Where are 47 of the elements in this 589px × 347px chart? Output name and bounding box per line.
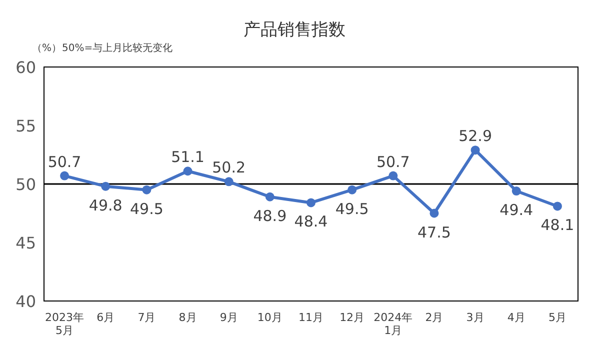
- y-axis-title: （%）: [32, 43, 62, 54]
- point: [224, 177, 234, 186]
- y-tick-label: 45: [16, 234, 36, 252]
- point: [348, 185, 357, 194]
- point: [101, 182, 110, 191]
- point: [60, 171, 70, 180]
- x-tick-label: 11月: [298, 311, 324, 324]
- x-tick-label: 7月: [138, 311, 156, 324]
- x-tick-label: 9月: [220, 311, 238, 324]
- chart-title: 产品销售指数: [244, 20, 346, 40]
- x-tick-label: 8月: [178, 311, 197, 324]
- point: [142, 185, 152, 194]
- x-tick-label: 2024年 1月: [374, 311, 413, 338]
- x-tick-label: 2023年 5月: [45, 311, 84, 338]
- y-tick-label: 40: [16, 292, 36, 311]
- data-label: 49.8: [88, 196, 122, 214]
- text: 50%=与上月比较无变化: [62, 42, 173, 54]
- data-label: 50.2: [212, 158, 246, 177]
- y-tick-label: 60: [16, 58, 36, 77]
- point: [470, 146, 480, 155]
- data-label: 48.4: [294, 212, 328, 231]
- point: [183, 166, 192, 176]
- data-label: 49.5: [130, 200, 164, 218]
- y-tick-label: 50: [16, 175, 36, 194]
- data-label: 48.9: [253, 206, 287, 225]
- data-label: 51.1: [171, 148, 204, 166]
- x-tick-label: 6月: [96, 311, 115, 324]
- y-tick-label: 55: [16, 116, 36, 136]
- x-tick-label: 3月: [466, 311, 484, 324]
- data-label: 49.5: [335, 200, 369, 218]
- point: [512, 186, 521, 196]
- data-label: 48.1: [540, 216, 574, 234]
- point: [552, 202, 562, 211]
- data-label: 52.9: [458, 127, 492, 146]
- x-tick-label: 12月: [340, 311, 365, 324]
- data-label: 49.4: [500, 201, 534, 220]
- point: [265, 192, 274, 202]
- point: [388, 171, 398, 180]
- point: [430, 208, 439, 218]
- x-tick-label: 5月: [548, 311, 566, 324]
- x-tick-label: 4月: [507, 311, 526, 324]
- x-tick-label: 2月: [425, 311, 444, 324]
- data-label: 50.7: [48, 152, 82, 171]
- point: [306, 198, 316, 208]
- x-tick-label: 10月: [257, 311, 282, 324]
- data-label: 47.5: [418, 223, 451, 242]
- data-label: 50.7: [376, 152, 410, 171]
